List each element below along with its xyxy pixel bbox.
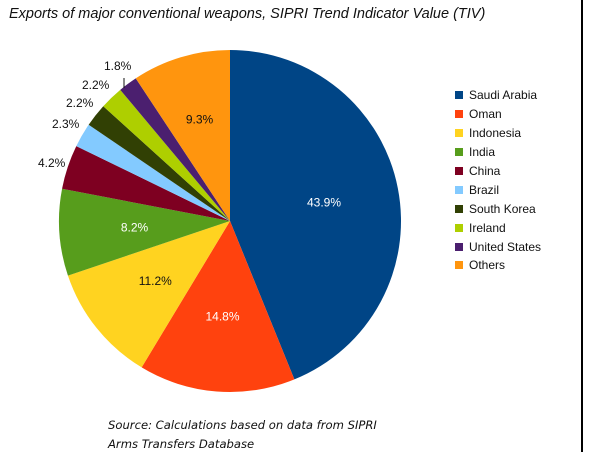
pie-slice-india <box>58 188 231 276</box>
slice-label-united-states: 1.8% <box>104 59 132 73</box>
source-line-2: Arms Transfers Database <box>108 437 255 451</box>
legend-item-south-korea: South Korea <box>455 199 541 218</box>
legend-label: China <box>469 164 501 178</box>
chart-legend: Saudi Arabia Oman Indonesia India China Brazi… <box>455 86 541 275</box>
legend-label: Indonesia <box>469 126 522 141</box>
legend-swatch <box>455 204 463 213</box>
legend-swatch <box>455 148 463 157</box>
legend-item-brazil: Brazil <box>455 180 541 199</box>
legend-item-ireland: Ireland <box>455 218 541 237</box>
legend-item-united-states: United States <box>455 237 541 256</box>
pie-slice-others <box>135 50 230 221</box>
slice-label-ireland: 2.2% <box>82 78 110 92</box>
legend-item-others: Others <box>455 256 541 275</box>
legend-swatch <box>455 167 463 175</box>
pie-slice-saudi-arabia <box>230 50 402 380</box>
legend-swatch <box>455 185 463 194</box>
legend-item-india: India <box>455 143 541 162</box>
source-note: Source: Calculations based on data from … <box>108 416 377 454</box>
legend-swatch <box>455 91 463 100</box>
slice-label-oman: 14.8% <box>205 310 239 324</box>
legend-swatch <box>455 110 463 119</box>
legend-label: Others <box>469 258 506 273</box>
pie-slice-south-korea <box>88 106 230 221</box>
pie-slice-brazil <box>76 124 230 221</box>
slice-label-south-korea: 2.2% <box>66 96 94 110</box>
legend-swatch <box>455 261 463 270</box>
legend-label: Ireland <box>469 220 506 235</box>
legend-label: Brazil <box>469 182 500 197</box>
legend-item-saudi-arabia: Saudi Arabia <box>455 86 541 105</box>
pie-slice-united-states <box>120 78 230 221</box>
legend-swatch <box>455 129 463 138</box>
legend-item-oman: Oman <box>455 105 541 124</box>
chart-title: Exports of major conventional weapons, S… <box>9 6 486 22</box>
slice-label-india: 8.2% <box>121 221 149 235</box>
legend-label: India <box>469 145 496 160</box>
slice-label-saudi-arabia: 43.9% <box>307 196 341 210</box>
chart-frame <box>581 0 583 452</box>
slice-label-indonesia: 11.2% <box>139 274 172 288</box>
pie-slice-china <box>62 146 230 221</box>
legend-swatch <box>455 223 463 232</box>
slice-label-china: 4.2% <box>38 156 66 170</box>
slice-label-brazil: 2.3% <box>52 117 80 131</box>
pie-slice-oman <box>141 221 295 393</box>
slice-label-others: 9.3% <box>186 113 214 127</box>
legend-label: Oman <box>469 107 502 122</box>
legend-label: United States <box>469 239 542 254</box>
pie-slice-ireland <box>103 89 230 221</box>
legend-label: Saudi Arabia <box>469 88 538 103</box>
legend-swatch <box>455 242 463 251</box>
source-line-1: Source: Calculations based on data from … <box>108 418 377 432</box>
legend-item-indonesia: Indonesia <box>455 124 541 143</box>
legend-label: South Korea <box>469 201 536 216</box>
pie-slice-indonesia <box>67 221 230 368</box>
legend-item-china: China <box>455 162 541 181</box>
